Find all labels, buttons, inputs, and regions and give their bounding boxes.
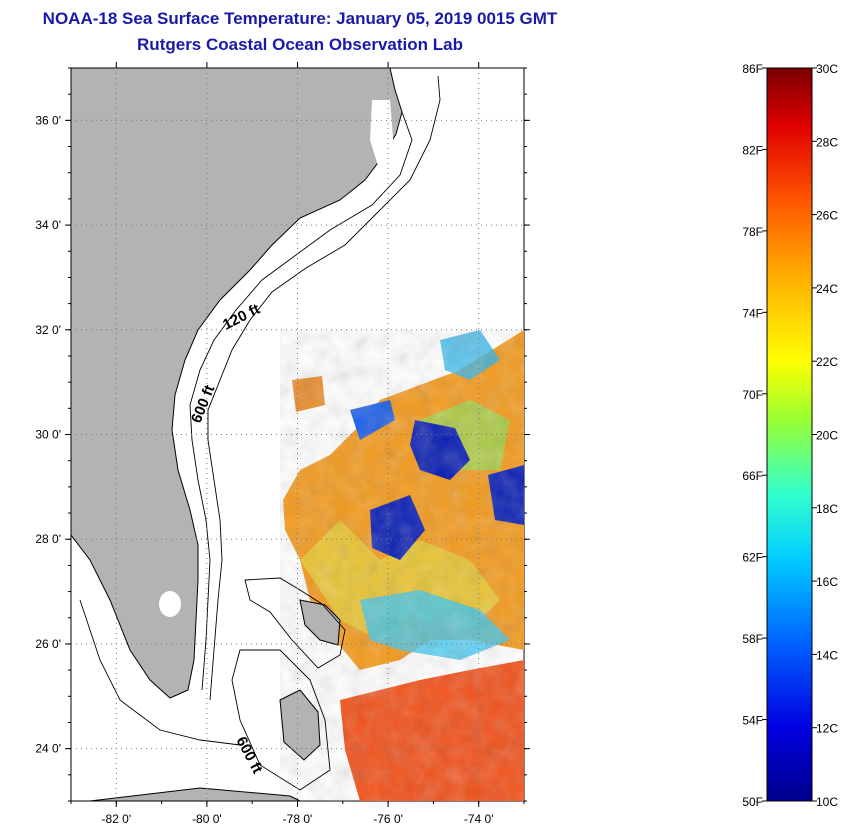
grid-layer	[71, 68, 524, 801]
contour-120ft	[189, 111, 413, 691]
lake-okeechobee	[159, 591, 181, 617]
lat-tick-label: 24 0'	[35, 742, 61, 756]
chart-title: NOAA-18 Sea Surface Temperature: January…	[42, 9, 558, 28]
cuba-land	[89, 787, 301, 801]
abaco-island	[299, 599, 341, 646]
colorbar-label-f: 82F	[742, 143, 763, 157]
chart-subtitle: Rutgers Coastal Ocean Observation Lab	[137, 35, 463, 54]
lat-tick-label: 34 0'	[35, 218, 61, 232]
lon-tick-label: -76 0'	[373, 812, 403, 826]
colorbar-label-c: 28C	[816, 135, 838, 149]
us-east-coast-land	[71, 68, 403, 699]
andros-island	[279, 689, 321, 761]
lat-tick-label: 28 0'	[35, 532, 61, 546]
contour-label-600ft-south: 600 ft	[232, 734, 265, 777]
contour-labels: 120 ft 600 ft 600 ft	[188, 301, 266, 777]
sst-patch-green	[420, 400, 510, 470]
map-frame	[70, 67, 525, 802]
contour-label-120ft: 120 ft	[220, 301, 263, 334]
colorbar-label-c: 16C	[816, 575, 838, 589]
lat-tick-label: 32 0'	[35, 323, 61, 337]
colorbar-label-c: 20C	[816, 429, 838, 443]
pamlico-sound	[370, 100, 394, 172]
sst-patch-yellow	[300, 520, 500, 640]
contour-600ft	[207, 75, 441, 701]
colorbar-label-c: 24C	[816, 282, 838, 296]
contour-bahamas-2	[231, 649, 331, 791]
colorbar-label-c: 22C	[816, 355, 838, 369]
sst-patch-cold-2	[410, 420, 470, 480]
sst-patch-cloud-1	[440, 330, 500, 380]
lat-tick-label: 36 0'	[35, 113, 61, 127]
sst-patch-orange	[283, 330, 524, 670]
contour-label-600ft-north: 600 ft	[188, 383, 218, 426]
colorbar-label-c: 18C	[816, 502, 838, 516]
sst-patch-cold-1	[370, 495, 425, 560]
sst-patch-cyan	[360, 590, 510, 660]
colorbar-label-c: 30C	[816, 62, 838, 76]
colorbar-label-c: 14C	[816, 648, 838, 662]
colorbar-label-f: 78F	[742, 225, 763, 239]
colorbar-label-f: 86F	[742, 62, 763, 76]
colorbar-label-f: 74F	[742, 306, 763, 320]
lon-tick-label: -80 0'	[192, 812, 222, 826]
colorbar	[766, 67, 813, 802]
axes-layer: -82 0' -80 0' -78 0' -76 0' -74 0' 36 0' 34 0'…	[35, 62, 530, 826]
colorbar-label-f: 70F	[742, 388, 763, 402]
lat-tick-label: 30 0'	[35, 428, 61, 442]
colorbar-label-c: 10C	[816, 795, 838, 809]
land-layer	[71, 68, 403, 801]
sst-patch-isolated	[292, 376, 325, 412]
sst-data-layer	[280, 330, 524, 801]
contour-florida-keys	[79, 599, 241, 746]
colorbar-ticks: 86F 82F 78F 74F 70F 66F 62F 58F 54F 50F 30C 28C 26C 2…	[742, 62, 838, 809]
lon-tick-label: -74 0'	[464, 812, 494, 826]
contour-layer	[79, 75, 441, 791]
colorbar-label-f: 66F	[742, 469, 763, 483]
colorbar-label-f: 54F	[742, 714, 763, 728]
lake-layer	[159, 100, 394, 617]
lon-tick-label: -82 0'	[101, 812, 131, 826]
contour-bahamas	[244, 577, 346, 669]
colorbar-label-c: 12C	[816, 722, 838, 736]
sst-patch-cold-3	[488, 465, 524, 525]
colorbar-label-f: 50F	[742, 795, 763, 809]
colorbar-label-f: 58F	[742, 632, 763, 646]
lon-tick-label: -78 0'	[283, 812, 313, 826]
sst-patch-blue	[350, 400, 395, 440]
colorbar-label-f: 62F	[742, 551, 763, 565]
colorbar-label-c: 26C	[816, 209, 838, 223]
sst-texture	[280, 330, 524, 801]
sst-patch-red	[340, 660, 524, 801]
lat-tick-label: 26 0'	[35, 637, 61, 651]
